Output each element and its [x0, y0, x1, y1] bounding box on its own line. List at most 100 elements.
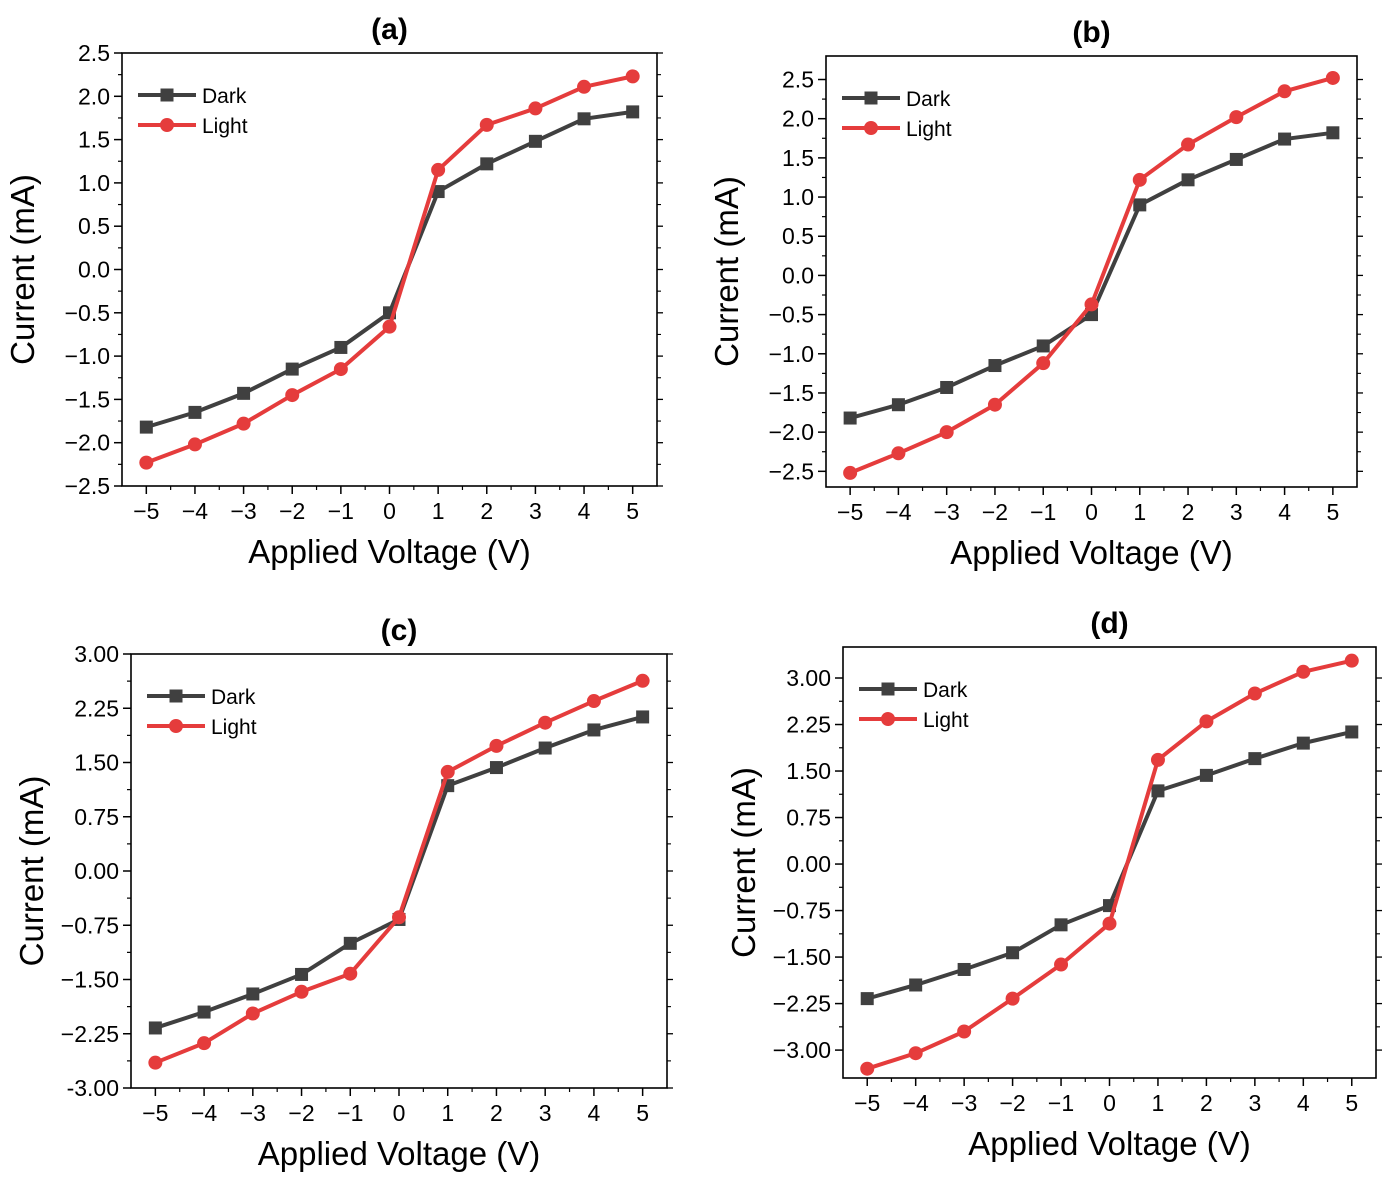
x-tick-label: −5 — [133, 498, 159, 524]
x-tick-label: 1 — [1133, 499, 1146, 525]
data-point — [431, 162, 446, 177]
x-tick-label: 0 — [1085, 499, 1098, 525]
data-point — [1296, 664, 1311, 679]
legend-square-marker — [169, 689, 183, 703]
data-point — [285, 362, 299, 376]
x-tick-label: 3 — [529, 498, 542, 524]
data-point — [538, 715, 553, 730]
panel-a-y-axis-label: Current (mA) — [4, 174, 41, 365]
data-point — [860, 1061, 875, 1076]
data-point — [528, 134, 542, 148]
x-tick-label: 3 — [1248, 1090, 1261, 1116]
data-point — [909, 978, 923, 992]
legend-label: Light — [202, 115, 248, 138]
y-tick-label: −1.5 — [65, 386, 110, 412]
y-tick-label: 0.5 — [782, 223, 814, 249]
y-tick-label: −2.25 — [61, 1021, 119, 1047]
y-tick-label: 0.75 — [786, 805, 831, 831]
panel-d-legend: Dark Light — [859, 679, 969, 732]
x-tick-label: −2 — [982, 499, 1008, 525]
y-tick-label: 0.0 — [78, 257, 110, 283]
data-point — [333, 362, 348, 377]
legend-square-marker — [881, 682, 895, 696]
data-point — [1005, 991, 1020, 1006]
x-tick-label: −1 — [328, 498, 354, 524]
x-tick-label: −2 — [288, 1100, 314, 1126]
data-point — [860, 992, 874, 1006]
y-tick-label: −1.0 — [65, 343, 110, 369]
x-tick-label: 4 — [1278, 499, 1291, 525]
data-point — [392, 910, 406, 925]
y-tick-label: 1.5 — [78, 127, 110, 153]
y-tick-label: 0.75 — [74, 804, 119, 830]
panel-c-y-axis-label: Current (mA) — [13, 776, 50, 967]
x-tick-label: −1 — [1048, 1090, 1074, 1116]
panel-c-legend: Dark Light — [147, 686, 257, 739]
series-dark-line — [154, 714, 644, 1030]
data-point — [1133, 198, 1147, 212]
x-tick-label: 0 — [1103, 1090, 1116, 1116]
y-tick-label: 2.25 — [74, 695, 119, 721]
data-point — [139, 420, 153, 434]
legend-label: Light — [906, 118, 952, 141]
y-tick-label: −2.5 — [65, 473, 110, 499]
x-tick-label: −3 — [951, 1090, 977, 1116]
x-tick-label: −3 — [934, 499, 960, 525]
data-point — [577, 112, 591, 126]
x-tick-label: −5 — [854, 1090, 880, 1116]
data-point — [1325, 70, 1340, 85]
panel-a: (a) −5 −4 −3 −2 −1 0 1 2 3 4 5 −2.5 −2.0 −1.5 −1.0 −0.5 0… — [4, 13, 663, 570]
y-tick-label: −2.5 — [769, 458, 814, 484]
x-tick-label: 0 — [393, 1100, 406, 1126]
y-tick-label: −2.25 — [773, 991, 831, 1017]
y-tick-label: −0.75 — [773, 898, 831, 924]
data-point — [957, 1024, 972, 1039]
y-tick-label: 1.5 — [782, 145, 814, 171]
series-dark-line — [849, 130, 1334, 420]
series-dark — [843, 126, 1340, 425]
x-tick-label: 2 — [480, 498, 493, 524]
data-point — [1199, 714, 1214, 729]
data-point — [891, 446, 906, 461]
x-tick-label: 1 — [1152, 1090, 1165, 1116]
legend-circle-marker — [169, 719, 183, 733]
y-tick-label: 2.0 — [78, 83, 110, 109]
panel-b-y-axis-label: Current (mA) — [708, 176, 745, 367]
data-point — [1102, 916, 1117, 931]
data-point — [1036, 356, 1051, 371]
x-tick-label: 4 — [578, 498, 591, 524]
y-tick-label: −0.5 — [65, 300, 110, 326]
series-light — [139, 69, 640, 470]
legend-square-marker — [160, 88, 174, 102]
x-tick-label: 1 — [432, 498, 445, 524]
x-tick-label: −5 — [142, 1100, 168, 1126]
legend-label: Dark — [202, 85, 247, 108]
data-point — [626, 105, 640, 119]
x-tick-label: −4 — [191, 1100, 217, 1126]
panel-b-x-axis-label: Applied Voltage (V) — [950, 534, 1233, 571]
data-point — [489, 761, 503, 775]
data-point — [957, 962, 971, 976]
x-tick-label: 1 — [441, 1100, 454, 1126]
data-point — [295, 967, 309, 981]
x-tick-label: 3 — [539, 1100, 552, 1126]
panel-a-legend: Dark Light — [138, 85, 248, 138]
legend-square-marker — [864, 91, 878, 105]
y-tick-label: 2.5 — [78, 40, 110, 66]
series-light — [843, 70, 1340, 480]
panel-c-x-axis-label: Applied Voltage (V) — [258, 1135, 541, 1172]
panel-d-y-axis-label: Current (mA) — [725, 767, 762, 958]
x-tick-label: −5 — [837, 499, 863, 525]
x-tick-label: 4 — [1297, 1090, 1310, 1116]
x-tick-label: −4 — [182, 498, 208, 524]
legend-circle-marker — [881, 712, 895, 726]
x-tick-label: 5 — [1345, 1090, 1358, 1116]
panel-d-x-axis-label: Applied Voltage (V) — [968, 1125, 1251, 1162]
y-tick-label: −3.00 — [773, 1037, 831, 1063]
data-point — [1326, 126, 1340, 140]
data-point — [1036, 339, 1050, 353]
y-tick-label: 1.0 — [782, 184, 814, 210]
data-point — [1248, 752, 1262, 766]
series-dark-line — [145, 109, 633, 430]
data-point — [1229, 110, 1244, 125]
